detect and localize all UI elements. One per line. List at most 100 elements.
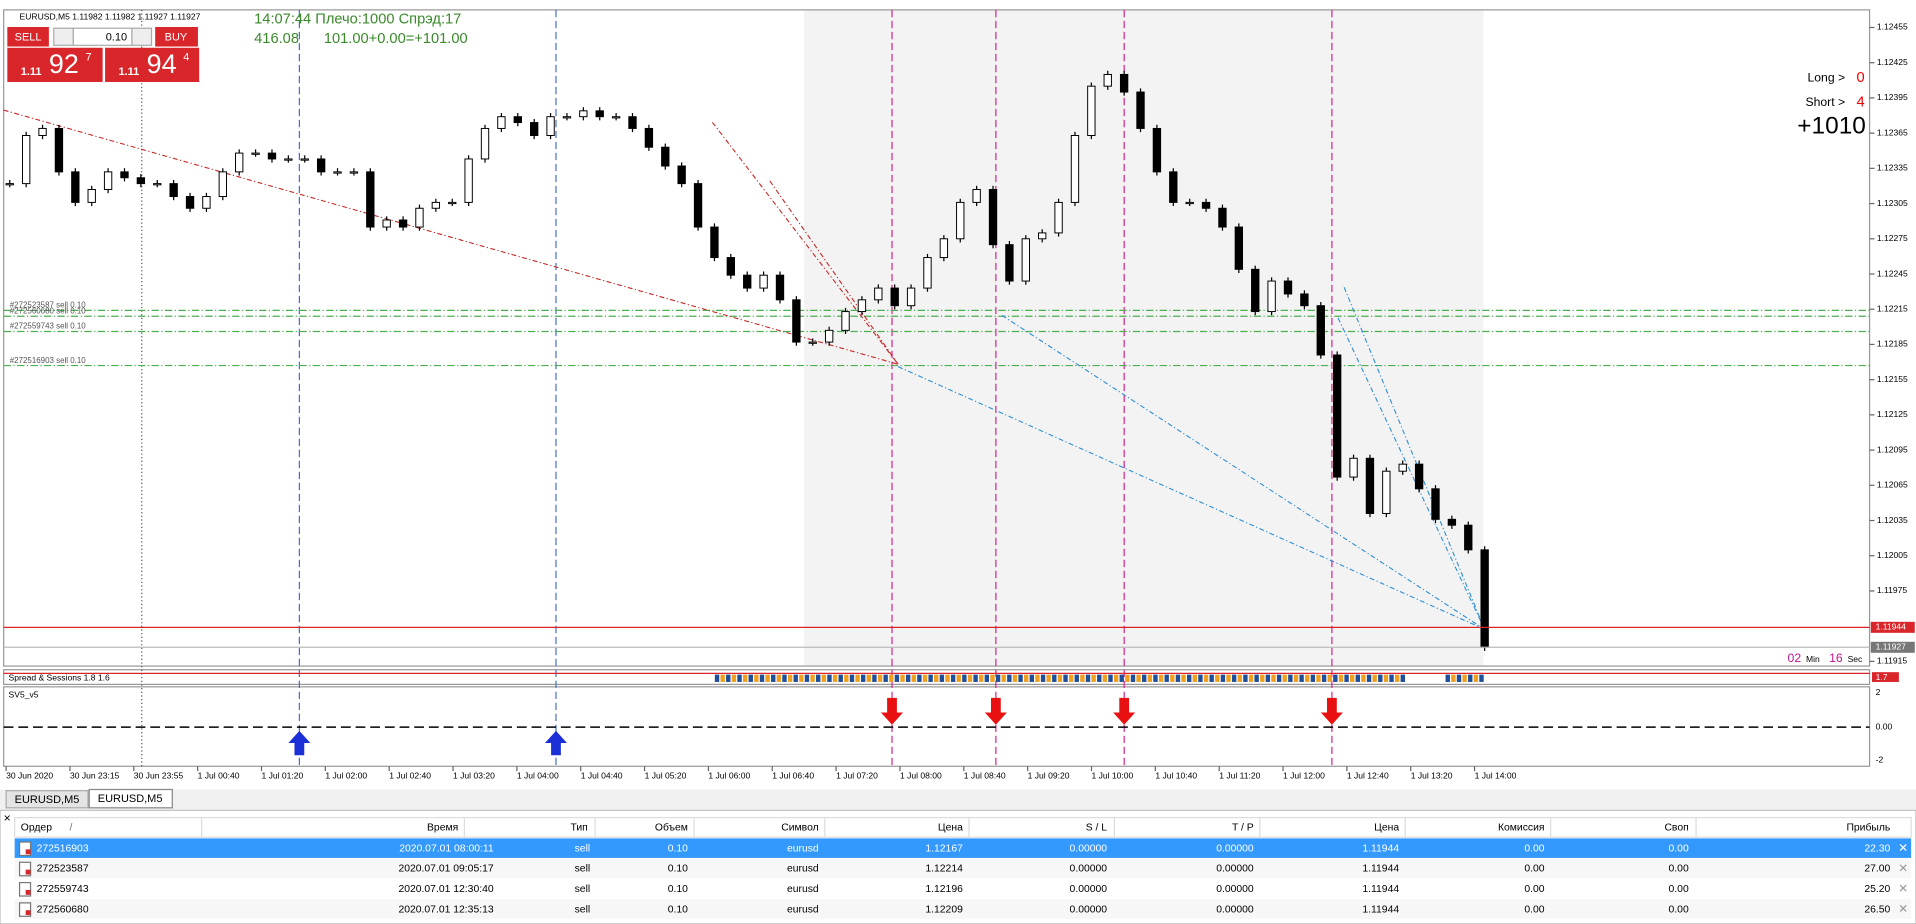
candle: [448, 201, 457, 205]
candle: [202, 196, 211, 209]
session-block: [832, 674, 838, 682]
candle: [120, 171, 129, 179]
session-block: [816, 674, 821, 682]
candle: [874, 287, 883, 301]
session-block: [967, 674, 973, 682]
cell: 0.00000: [1216, 884, 1254, 895]
table-row[interactable]: [14, 838, 1912, 858]
tab-active[interactable]: [88, 788, 173, 809]
candle: [349, 171, 359, 174]
table-row[interactable]: [14, 878, 1912, 899]
y-tick-label: 1.12395: [1877, 92, 1908, 102]
trade-link: [3, 109, 899, 365]
buy-arrow: [288, 730, 311, 756]
cell: sell: [575, 884, 591, 895]
cell: 2020.07.01 12:35:13: [398, 904, 493, 915]
session-block: [720, 674, 725, 682]
session-block: [1108, 674, 1113, 682]
candle: [939, 238, 949, 259]
column-header: Ордер: [21, 823, 52, 834]
row-close[interactable]: [1899, 864, 1907, 872]
sell-arrow: [881, 697, 904, 725]
cell: eurusd: [787, 843, 819, 854]
session-block: [1209, 674, 1214, 682]
candle: [1119, 73, 1129, 93]
candle: [808, 341, 817, 344]
cell: 0.00: [1669, 843, 1689, 854]
candle: [1038, 232, 1047, 240]
session-block: [1068, 674, 1074, 682]
row-close[interactable]: [1899, 884, 1907, 892]
candle: [1005, 244, 1014, 282]
candle: [1021, 238, 1030, 282]
session-block: [799, 674, 804, 682]
session-block: [894, 674, 900, 682]
orders-table: Ордер Время Тип Объем Символ Цена S / L T / P Це…: [14, 817, 1912, 919]
lot-up[interactable]: [131, 27, 153, 46]
long-label: Long >: [1807, 71, 1845, 85]
session-block: [754, 674, 759, 682]
cell: 0.00000: [1070, 884, 1108, 895]
ask-box[interactable]: [105, 47, 200, 82]
order-icon: [18, 902, 32, 917]
bid-box[interactable]: [7, 47, 103, 82]
main-chart-frame: [3, 9, 1871, 667]
trade-link: [1001, 314, 1485, 630]
tab[interactable]: [5, 790, 89, 809]
table-row[interactable]: [14, 858, 1912, 879]
session-block: [1237, 674, 1242, 682]
spread-frame: [3, 669, 1871, 686]
session-block: [748, 674, 753, 682]
session-block: [1254, 674, 1259, 682]
candle: [743, 274, 752, 289]
terminal-close[interactable]: ×: [4, 811, 11, 825]
candle: [497, 116, 506, 129]
session-block: [956, 674, 961, 682]
order-icon-dot: [25, 849, 31, 855]
session-block: [1276, 674, 1282, 682]
session-block: [1231, 674, 1237, 682]
y-tick-label: 1.12125: [1877, 409, 1908, 419]
row-close[interactable]: [1899, 904, 1907, 912]
candle: [890, 287, 899, 307]
cell: sell: [575, 843, 591, 854]
candle: [333, 171, 342, 174]
row-close[interactable]: [1899, 844, 1907, 852]
candle: [316, 158, 326, 173]
bid-label-box: [1870, 621, 1915, 633]
buy-button[interactable]: [155, 26, 198, 47]
candle: [759, 274, 768, 289]
session-block: [1282, 674, 1287, 682]
candle: [1414, 463, 1424, 490]
session-block: [990, 674, 995, 682]
session-block: [726, 674, 731, 682]
x-tick-label: 1 Jul 01:20: [261, 770, 303, 780]
candle: [366, 171, 375, 228]
order-icon-dot: [25, 869, 31, 875]
session-block: [939, 674, 945, 682]
x-tick-label: 1 Jul 04:00: [517, 770, 559, 780]
sell-button[interactable]: [7, 26, 49, 47]
ask-digits: 94: [147, 49, 177, 79]
session-block: [1366, 674, 1372, 682]
candle: [1365, 457, 1375, 514]
sort-indicator: /: [70, 823, 73, 834]
cell: 27.00: [1864, 864, 1890, 875]
lot-down[interactable]: [53, 27, 74, 46]
candle: [235, 152, 244, 173]
short-value: 4: [1857, 95, 1865, 111]
session-block: [917, 674, 922, 682]
candle: [1349, 457, 1358, 478]
cell: eurusd: [787, 884, 819, 895]
candle: [661, 146, 670, 167]
cell: 0.00000: [1216, 904, 1254, 915]
table-row[interactable]: [14, 899, 1912, 919]
session-block: [1001, 674, 1006, 682]
trade-link: [1343, 287, 1486, 630]
sv-tick: 2: [1876, 687, 1881, 697]
session-block: [973, 674, 978, 682]
x-tick-label: 1 Jul 02:40: [389, 770, 431, 780]
candle: [710, 226, 719, 259]
session-block: [1349, 674, 1355, 682]
session-block: [1321, 674, 1327, 682]
